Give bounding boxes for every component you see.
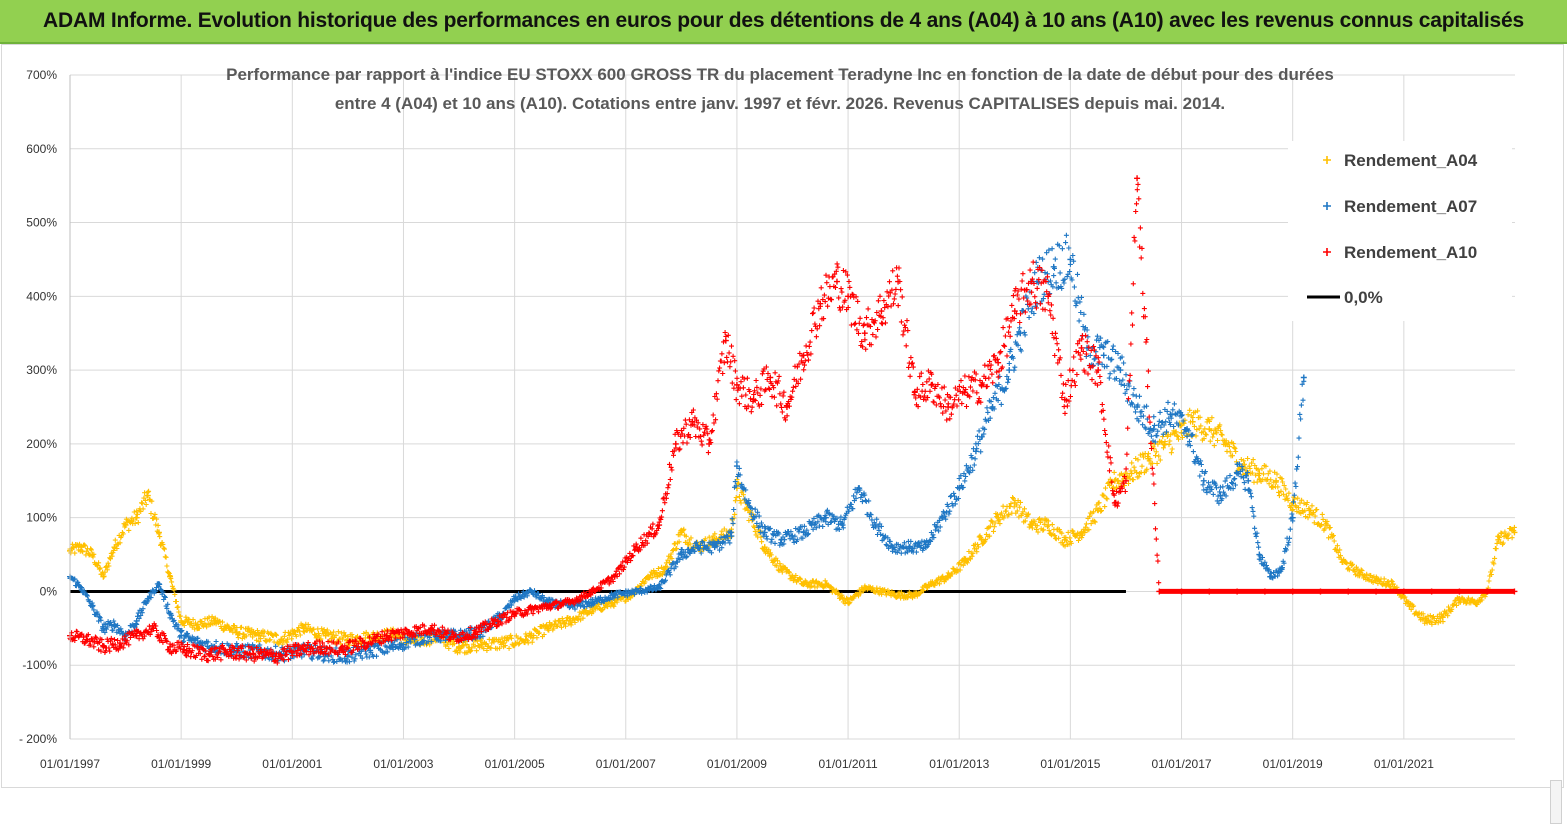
x-tick-label: 01/01/2021 [1374, 757, 1434, 771]
chart-title-line1: Performance par rapport à l'indice EU ST… [226, 65, 1334, 84]
data-point-Rendement_A04 [1289, 499, 1296, 506]
x-tick-label: 01/01/2011 [818, 757, 877, 771]
series-Rendement_A07 [67, 232, 1307, 665]
y-tick-label: -100% [22, 658, 57, 672]
y-tick-label: 400% [26, 289, 57, 303]
x-tick-label: 01/01/2007 [596, 757, 656, 771]
legend-label-Rendement_A04: Rendement_A04 [1344, 151, 1478, 170]
chart-title-line2: entre 4 (A04) et 10 ans (A10). Cotations… [335, 94, 1225, 113]
data-point-Rendement_A10 [1078, 344, 1085, 351]
data-point-Rendement_A10 [833, 278, 840, 285]
legend: Rendement_A04 Rendement_A07 Rendement_A10 0… [1307, 151, 1478, 307]
legend-background [1288, 141, 1512, 321]
data-point-Rendement_A10 [995, 359, 1002, 366]
y-tick-label: 200% [26, 437, 57, 451]
y-tick-label: 100% [26, 511, 57, 525]
x-tick-label: 01/01/2015 [1040, 757, 1100, 771]
y-tick-label: 300% [26, 363, 57, 377]
axis-layer: - 200% -100% 0% 100% 200% 300% 400% 500% 600% 700… [19, 68, 1434, 771]
x-tick-label: 01/01/1997 [40, 757, 100, 771]
x-tick-label: 01/01/2001 [262, 757, 322, 771]
data-point-Rendement_A10 [117, 640, 124, 647]
data-point-Rendement_A07 [1245, 477, 1252, 484]
report-title: ADAM Informe. Evolution historique des p… [43, 9, 1524, 32]
x-tick-label: 01/01/2003 [373, 757, 433, 771]
report-banner: ADAM Informe. Evolution historique des p… [0, 0, 1567, 44]
chart-frame: - 200% -100% 0% 100% 200% 300% 400% 500% 600% 700… [1, 44, 1564, 824]
x-tick-label: 01/01/2009 [707, 757, 767, 771]
data-point-Rendement_A10 [928, 381, 935, 388]
performance-chart: - 200% -100% 0% 100% 200% 300% 400% 500% 600% 700… [19, 65, 1518, 771]
data-point-Rendement_A07 [1200, 477, 1207, 484]
scroll-corner [1550, 780, 1562, 824]
legend-label-reference: 0,0% [1344, 288, 1383, 307]
data-point-Rendement_A07 [1256, 551, 1263, 558]
data-point-Rendement_A07 [972, 448, 979, 455]
y-tick-label: 0% [40, 584, 58, 598]
data-point-Rendement_A10 [733, 381, 740, 388]
x-tick-label: 01/01/2017 [1152, 757, 1212, 771]
x-tick-label: 01/01/2013 [929, 757, 989, 771]
x-tick-label: 01/01/1999 [151, 757, 211, 771]
data-point-Rendement_A07 [1100, 352, 1107, 359]
data-point-Rendement_A07 [1067, 256, 1074, 263]
x-tick-label: 01/01/2019 [1263, 757, 1323, 771]
y-tick-label: 700% [26, 68, 57, 82]
legend-marker-Rendement_A07 [1323, 202, 1331, 210]
series-cloud-Rendement_A07 [67, 232, 1307, 665]
legend-label-Rendement_A07: Rendement_A07 [1344, 197, 1477, 216]
legend-label-Rendement_A10: Rendement_A10 [1344, 243, 1477, 262]
data-point-Rendement_A10 [878, 308, 885, 315]
data-point-Rendement_A10 [861, 330, 868, 337]
data-point-Rendement_A07 [1006, 367, 1013, 374]
legend-marker-Rendement_A10 [1323, 248, 1331, 256]
grid-layer [69, 74, 1515, 740]
x-tick-label: 01/01/2005 [485, 757, 545, 771]
y-tick-label: 600% [26, 142, 57, 156]
data-point-Rendement_A10 [1134, 175, 1141, 182]
y-tick-label: 500% [26, 216, 57, 230]
legend-marker-Rendement_A04 [1323, 156, 1331, 164]
y-tick-label: - 200% [19, 732, 57, 746]
data-point-Rendement_A10 [1011, 308, 1018, 315]
